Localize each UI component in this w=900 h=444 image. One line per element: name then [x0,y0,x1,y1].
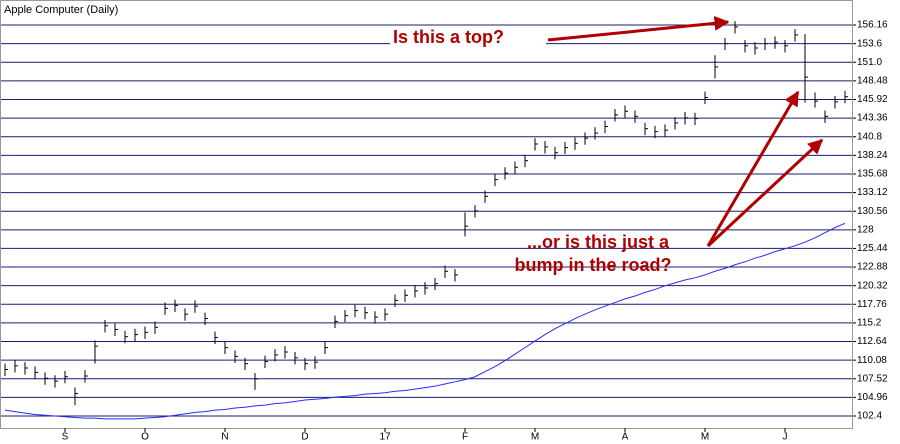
x-tick-label: F [462,432,468,443]
y-tick-label: 148.48 [857,76,888,87]
annotation-bg [390,27,546,49]
y-tick-label: 135.68 [857,169,888,180]
annotation: ...or is this just a [527,232,670,252]
x-tick-label: 17 [379,432,391,443]
y-tick-label: 130.56 [857,206,888,217]
x-tick-label: A [622,432,629,443]
y-tick-label: 120.32 [857,280,888,291]
annotation: Is this a top? [393,27,504,47]
arrow [706,138,824,248]
y-tick-label: 143.36 [857,113,888,124]
y-tick-label: 151.0 [857,57,882,68]
y-tick-label: 117.76 [857,299,887,310]
x-tick-label: S [62,432,69,443]
x-tick-label: O [141,432,149,443]
y-tick-label: 140.8 [857,131,882,142]
moving-average [4,222,846,420]
y-tick-label: 125.44 [857,243,888,254]
y-tick-label: 107.52 [857,373,888,384]
x-tick-label: M [531,432,539,443]
y-tick-label: 104.96 [857,392,888,403]
plot-border [0,0,853,429]
annotation: bump in the road? [515,255,672,275]
y-tick-label: 112.64 [857,336,887,347]
y-tick-label: 133.12 [857,187,888,198]
y-tick-label: 153.6 [857,38,882,49]
x-tick-label: N [221,432,228,443]
x-tick-label: M [701,432,709,443]
plot-area: 102.4 104.96 107.52 110.08 112.64 115.2 117.76… [0,20,888,422]
x-tick-label: D [301,432,308,443]
y-tick-label: 156.16 [857,20,888,31]
arrow [706,90,800,247]
y-tick-label: 138.24 [857,150,888,161]
y-tick-label: 110.08 [857,355,887,366]
y-tick-label: 122.88 [857,262,888,273]
arrow [547,15,730,42]
x-tick-label: J [783,432,788,443]
y-tick-label: 115.2 [857,318,882,329]
y-tick-label: 128 [857,224,874,235]
y-tick-label: 102.4 [857,411,882,422]
y-tick-label: 145.92 [857,94,888,105]
chart-title: Apple Computer (Daily) [4,4,118,16]
